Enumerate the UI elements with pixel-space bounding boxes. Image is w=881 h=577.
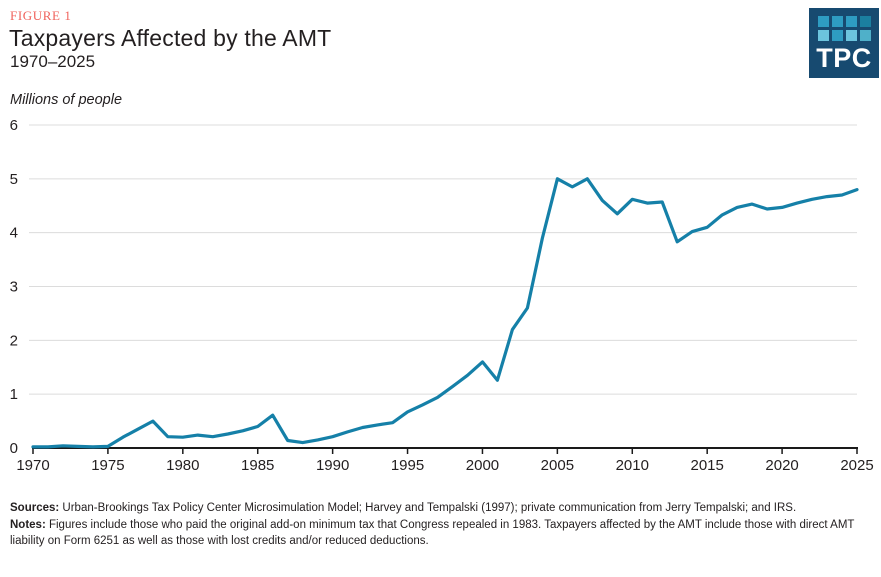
logo-square: [846, 30, 857, 41]
chart-title: Taxpayers Affected by the AMT: [9, 25, 332, 51]
figure-label: FIGURE 1: [10, 8, 72, 23]
logo-square: [818, 30, 829, 41]
x-axis-tick-label: 1995: [391, 457, 424, 474]
y-axis-tick-label: 5: [10, 171, 18, 188]
logo-square: [846, 16, 857, 27]
y-axis-title: Millions of people: [10, 92, 123, 108]
x-axis-tick-label: 2015: [690, 457, 723, 474]
logo-square: [860, 16, 871, 27]
notes-label: Notes:: [10, 518, 46, 531]
sources-text: Urban-Brookings Tax Policy Center Micros…: [59, 502, 797, 514]
sources-note: Sources: Urban-Brookings Tax Policy Cent…: [10, 500, 855, 517]
y-axis-tick-label: 2: [10, 332, 18, 349]
notes-text: Figures include those who paid the origi…: [10, 518, 855, 548]
x-axis-tick-label: 1990: [316, 457, 349, 474]
tpc-logo: TPC: [809, 8, 879, 78]
notes-note: Notes: Figures include those who paid th…: [10, 517, 855, 550]
y-axis-tick-label: 1: [10, 386, 18, 403]
tpc-logo-text: TPC: [816, 43, 872, 73]
x-axis-tick-label: 2025: [840, 457, 873, 474]
y-axis-tick-label: 0: [10, 440, 18, 457]
x-axis-tick-label: 2010: [616, 457, 649, 474]
x-axis-tick-label: 1985: [241, 457, 274, 474]
y-axis-tick-label: 6: [10, 117, 18, 134]
logo-square: [818, 16, 829, 27]
sources-label: Sources:: [10, 502, 60, 514]
x-axis-tick-label: 1975: [91, 457, 124, 474]
x-axis-tick-label: 2020: [765, 457, 798, 474]
amt-data-line: [31, 177, 859, 449]
y-axis-tick-label: 3: [10, 279, 18, 296]
chart-subtitle: 1970–2025: [10, 52, 96, 71]
logo-square: [860, 30, 871, 41]
logo-square: [832, 16, 843, 27]
x-axis-tick-label: 1970: [16, 457, 49, 474]
logo-square: [832, 30, 843, 41]
tpc-logo-grid-icon: [818, 16, 871, 41]
x-axis-tick-label: 1980: [166, 457, 199, 474]
x-axis-tick-label: 2000: [466, 457, 499, 474]
y-axis-tick-label: 4: [10, 225, 18, 242]
x-axis-tick-label: 2005: [541, 457, 574, 474]
chart-footnotes: Sources: Urban-Brookings Tax Policy Cent…: [10, 500, 855, 550]
amt-line-chart: 0 1 2 3 4 5 6 1970 1975 1980 1985 1990 1995 2000 2005 2…: [10, 117, 874, 474]
